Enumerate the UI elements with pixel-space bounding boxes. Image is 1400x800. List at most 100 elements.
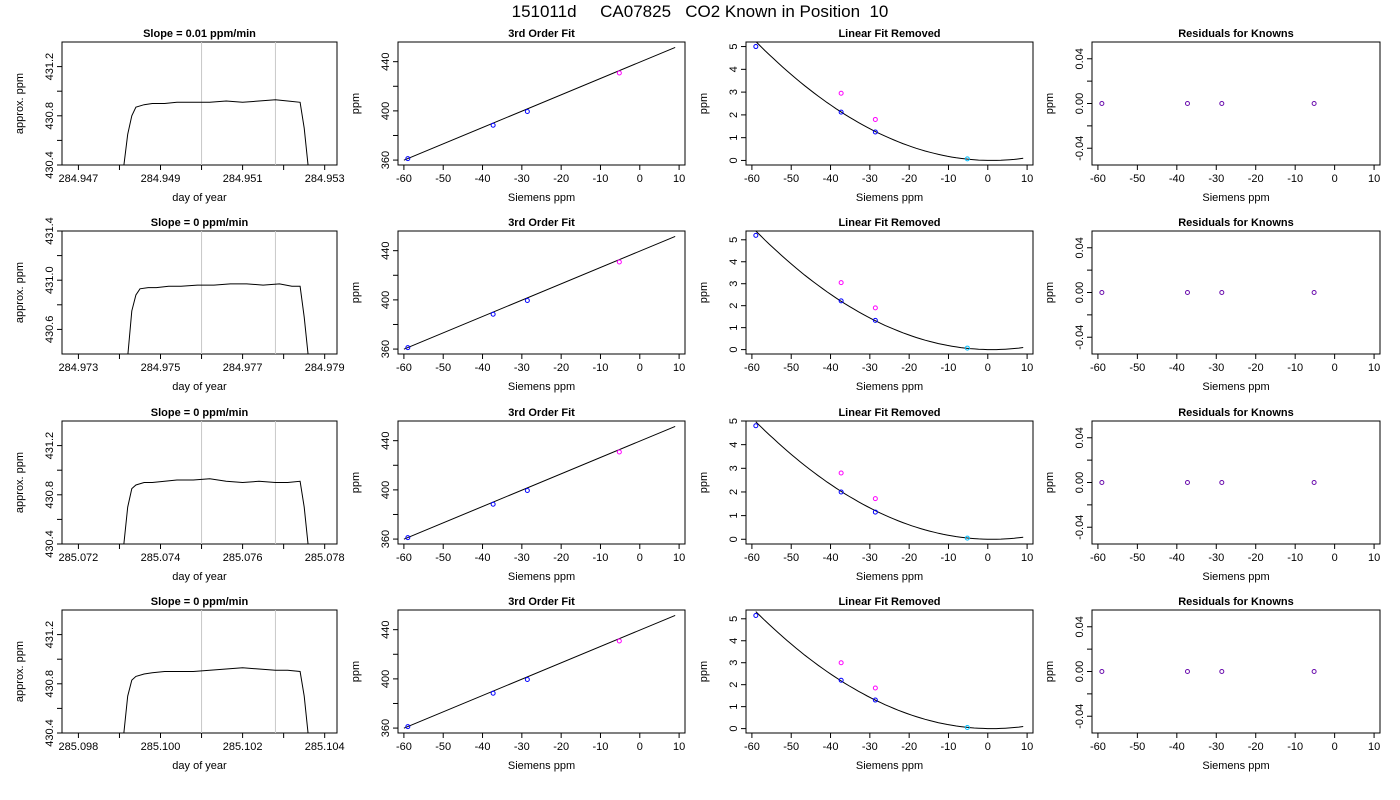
x-tick-label: -10 [593,741,609,753]
x-tick-label: -20 [553,362,569,374]
x-tick-label: -60 [744,362,760,374]
y-tick-label: 360 [380,151,392,169]
y-tick-label: 5 [728,418,740,424]
x-tick-label: -50 [1129,362,1145,374]
x-tick-label: -20 [553,741,569,753]
y-tick-label: 0 [728,157,740,163]
y-tick-label: -0.04 [1074,515,1086,540]
fit-line [403,235,676,350]
y-tick-label: 440 [380,621,392,639]
plot-frame [61,609,338,734]
x-tick-label: -20 [1248,552,1264,564]
y-tick-label: 0.00 [1074,472,1086,493]
x-tick-label: -30 [514,362,530,374]
fit-point [838,489,844,495]
panel-r2-trace-panel: Slope = 0 ppm/min 284.973 284.975 284.977 28… [14,217,345,393]
x-tick-label: 285.072 [59,552,99,564]
plot-frame [1091,609,1381,734]
x-tick-label: 10 [1368,552,1380,564]
x-tick-label: -50 [1129,552,1145,564]
y-tick-label: 4 [728,66,740,72]
plot-area [753,421,1024,541]
x-tick-label: -30 [862,173,878,185]
fit-point [838,298,844,304]
panel-r1-trace-panel: Slope = 0.01 ppm/min 284.947 284.949 284.95… [14,28,345,204]
fit-point [490,311,496,317]
concentration-trace [123,667,309,733]
y-tick-label: 400 [380,670,392,688]
x-tick-label: -50 [783,362,799,374]
y-tick-label: 431.0 [44,266,56,294]
raw-point [872,305,878,311]
fit-point [405,724,411,730]
x-axis-label: day of year [172,381,227,393]
plot-frame [745,41,1034,166]
y-axis-label: ppm [350,472,362,493]
fit-line [403,614,676,729]
x-tick-label: -20 [553,552,569,564]
x-tick-label: 285.074 [141,552,181,564]
y-axis-label: ppm [698,282,710,303]
x-tick-label: -60 [1090,173,1106,185]
y-tick-label: 431.4 [44,217,56,245]
residual-point [1184,290,1190,295]
plot-frame [397,41,686,166]
x-tick-label: 285.100 [141,741,181,753]
x-tick-label: 0 [637,741,643,753]
fit-point [964,156,970,162]
plot-area [123,610,309,733]
plot-frame [397,609,686,734]
x-tick-label: 10 [1021,741,1033,753]
plot-frame [397,420,686,545]
x-tick-label: 284.951 [223,173,263,185]
residual-point [1099,480,1105,485]
x-tick-label: -50 [435,173,451,185]
plot-area [753,611,1024,731]
panel-title: 3rd Order Fit [508,28,575,40]
y-tick-label: 360 [380,719,392,737]
x-tick-label: 0 [985,362,991,374]
y-tick-label: 0.04 [1074,427,1086,448]
y-axis-label: approx. ppm [14,73,26,134]
raw-point [838,660,844,666]
fit-point [838,677,844,683]
y-tick-label: 1 [728,513,740,519]
y-axis-label: ppm [350,661,362,682]
y-tick-label: 0 [728,536,740,542]
plot-frame [745,609,1034,734]
x-tick-label: -60 [1090,362,1106,374]
y-axis-label: ppm [350,282,362,303]
x-tick-label: -40 [823,552,839,564]
fit-point [405,345,411,351]
x-tick-label: -60 [396,552,412,564]
y-tick-label: -0.04 [1074,704,1086,729]
x-tick-label: -20 [1248,741,1264,753]
x-axis-label: day of year [172,571,227,583]
x-tick-label: -30 [1208,173,1224,185]
concentration-trace [123,99,309,165]
y-tick-label: 0 [728,347,740,353]
raw-point [838,470,844,476]
x-axis-label: Siemens ppm [1202,381,1269,393]
panel-r3-trace-panel: Slope = 0 ppm/min 285.072 285.074 285.076 28… [14,407,345,583]
fit-point [753,612,759,618]
y-tick-label: -0.04 [1074,325,1086,350]
fit-line [403,425,676,540]
x-tick-label: -10 [1287,173,1303,185]
panel-r4-fit-panel: 3rd Order Fit -60 -50 -40 -30 -20 -10 0 10 360 400… [350,596,686,772]
x-tick-label: -40 [823,741,839,753]
x-tick-label: -10 [1287,362,1303,374]
x-tick-label: 285.076 [223,552,263,564]
plot-frame [61,420,338,545]
quadratic-curve [755,231,1024,351]
x-tick-label: -50 [783,173,799,185]
raw-point [838,280,844,286]
x-tick-label: -10 [593,173,609,185]
panel-r4-trace-panel: Slope = 0 ppm/min 285.098 285.100 285.102 28… [14,596,345,772]
panel-title: 3rd Order Fit [508,407,575,419]
x-tick-label: 10 [673,552,685,564]
fit-point [753,232,759,238]
x-tick-label: -60 [1090,741,1106,753]
x-tick-label: -40 [475,552,491,564]
y-axis-label: approx. ppm [14,262,26,323]
